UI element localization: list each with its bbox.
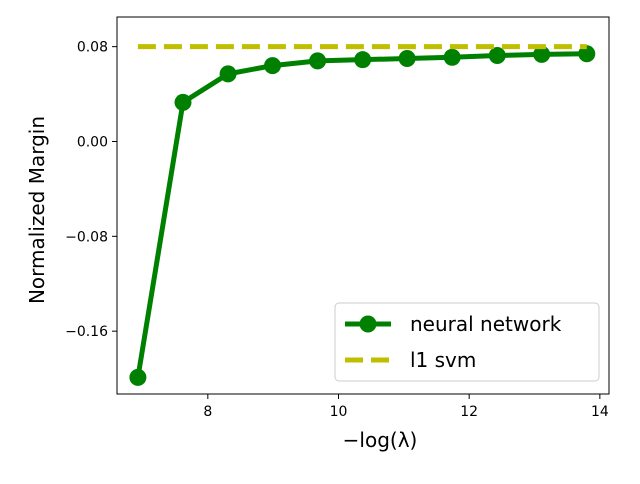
marker	[309, 52, 327, 70]
marker	[443, 48, 461, 66]
marker	[398, 49, 416, 67]
legend-marker	[359, 315, 377, 333]
marker	[264, 57, 282, 75]
y-tick-label: 0.08	[77, 40, 108, 56]
x-tick-label: 12	[460, 404, 478, 420]
y-tick-label: 0.00	[77, 134, 108, 150]
legend-label: neural network	[410, 312, 562, 336]
y-tick-label: −0.08	[65, 229, 108, 245]
marker	[354, 51, 372, 69]
x-tick-label: 10	[330, 404, 348, 420]
marker	[533, 45, 551, 63]
legend-box	[334, 302, 600, 382]
x-axis-label: −log(λ)	[343, 428, 418, 452]
y-tick-label: −0.16	[65, 324, 108, 340]
y-axis-label: Normalized Margin	[25, 116, 49, 304]
legend: neural network l1 svm	[334, 302, 600, 382]
marker	[578, 45, 596, 63]
x-tick-label: 14	[591, 404, 609, 420]
legend-label: l1 svm	[410, 348, 476, 372]
marker	[129, 368, 147, 386]
marker	[219, 65, 237, 83]
marker	[174, 93, 192, 111]
marker	[488, 47, 506, 65]
plot-frame	[116, 16, 610, 395]
x-tick-label: 8	[203, 404, 212, 420]
